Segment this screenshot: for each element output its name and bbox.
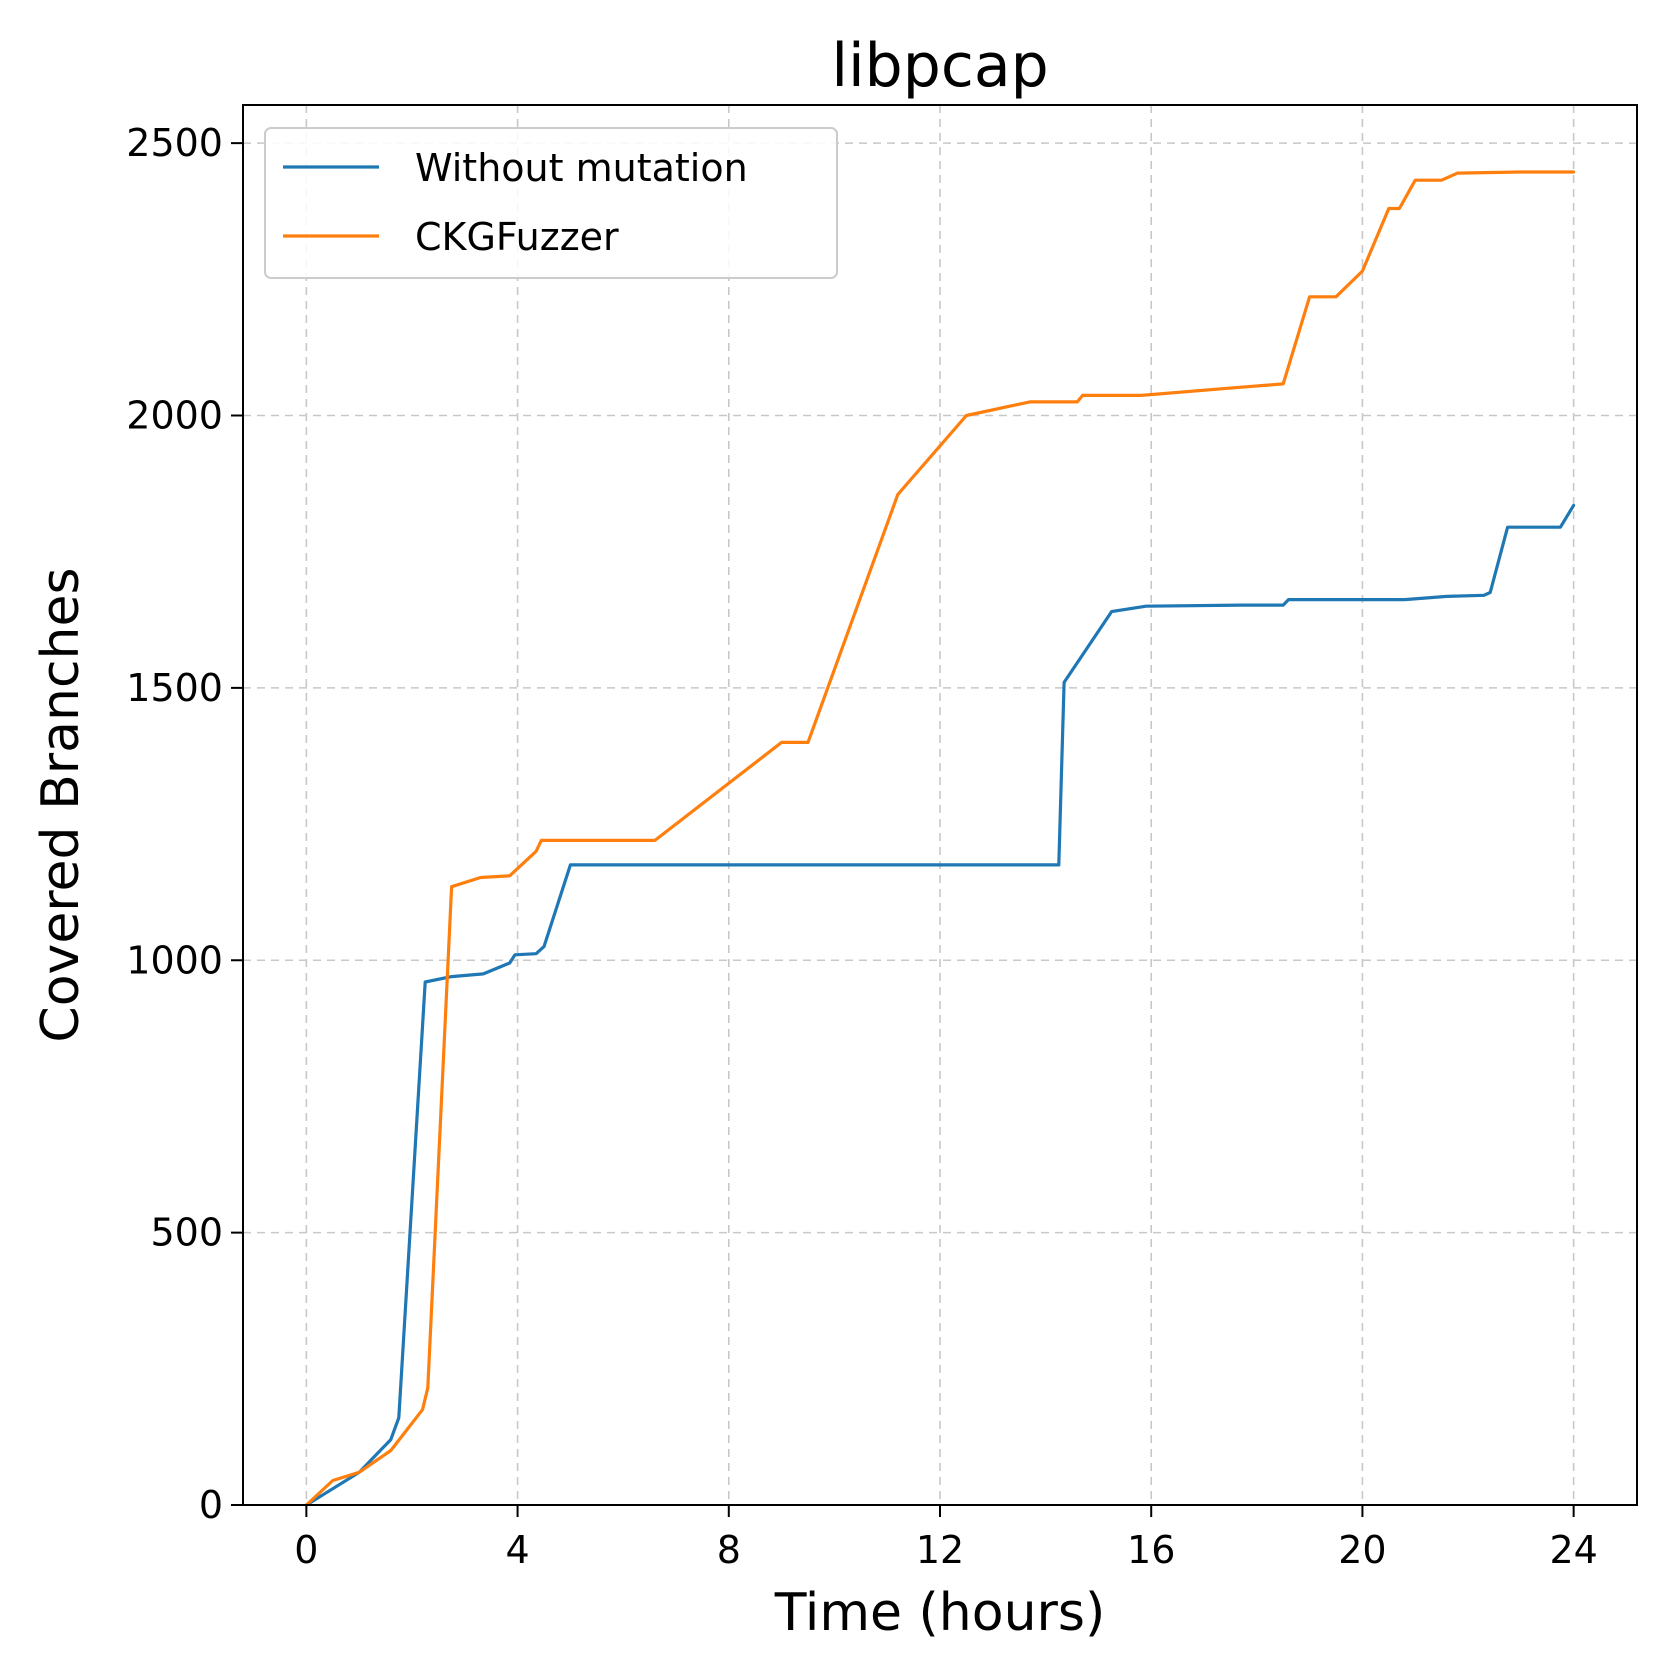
x-tick-label: 20 [1338, 1528, 1386, 1572]
legend-box [264, 127, 838, 279]
x-tick-label: 8 [717, 1528, 741, 1572]
y-tick-label: 1500 [126, 666, 223, 710]
y-tick-label: 2000 [126, 394, 223, 438]
x-tick-label: 4 [505, 1528, 529, 1572]
legend-label: CKGFuzzer [415, 215, 619, 259]
series-lines [304, 170, 1576, 1507]
x-tick-label: 16 [1127, 1528, 1175, 1572]
legend: Without mutation CKGFuzzer [264, 127, 838, 279]
axis-ticks: 0 4 8 12 16 20 24 0 500 1000 1500 2000 2500 [126, 121, 1598, 1572]
y-tick-label: 2500 [126, 121, 223, 165]
gridlines [243, 105, 1637, 1506]
x-tick-label: 0 [294, 1528, 318, 1572]
y-tick-label: 0 [199, 1483, 223, 1527]
x-tick-label: 24 [1549, 1528, 1597, 1572]
y-axis-title: Covered Branches [31, 567, 91, 1042]
x-tick-label: 12 [916, 1528, 964, 1572]
series-line-1 [304, 170, 1576, 1507]
y-tick-label: 500 [150, 1211, 223, 1255]
chart-title: libpcap [831, 31, 1048, 101]
series-line-0 [304, 503, 1576, 1507]
legend-label: Without mutation [415, 146, 748, 190]
y-tick-label: 1000 [126, 938, 223, 982]
x-axis-title: Time (hours) [774, 1583, 1106, 1643]
